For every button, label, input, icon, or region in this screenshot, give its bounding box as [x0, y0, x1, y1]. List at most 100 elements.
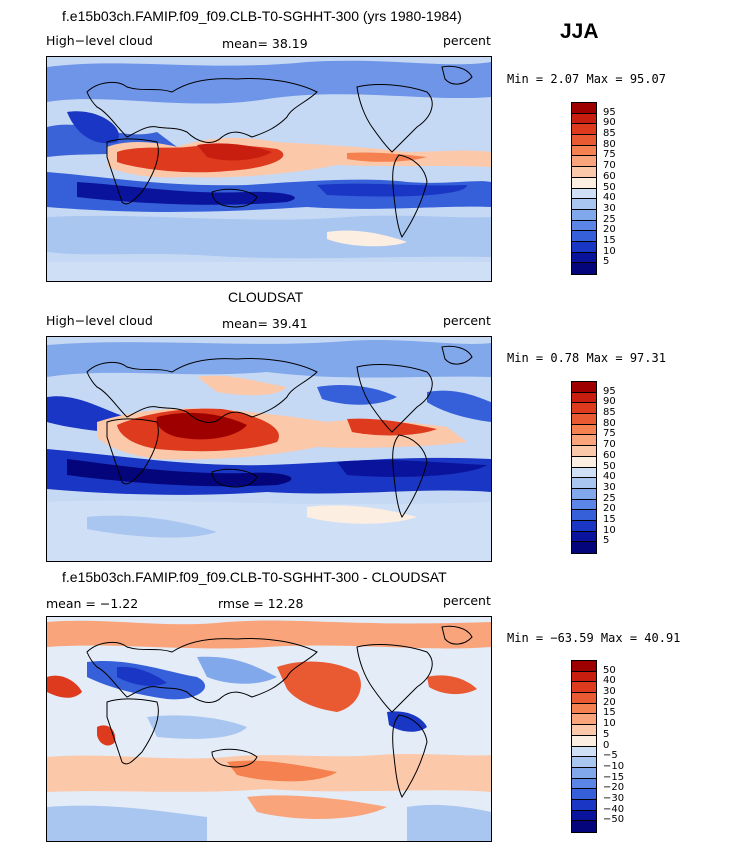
colorbar-swatch: [572, 467, 596, 479]
colorbar-swatch: [572, 414, 596, 425]
colorbar-tick-label: 5: [603, 728, 610, 740]
colorbar-swatch: [572, 145, 596, 157]
panel-1-variable-label: High−level cloud: [46, 33, 153, 48]
colorbar-tick-label: 30: [603, 686, 616, 698]
colorbar-swatch: [572, 703, 596, 715]
colorbar-tick-label: 10: [603, 718, 616, 730]
colorbar-swatch: [572, 542, 596, 553]
colorbar-swatch: [572, 177, 596, 189]
colorbar-tick-label: −5: [603, 750, 618, 762]
colorbar-swatch: [572, 810, 596, 822]
colorbar-tick-label: 20: [603, 696, 616, 708]
colorbar-swatch: [572, 113, 596, 125]
colorbar-swatch: [572, 821, 596, 832]
panel-3-title: f.e15b03ch.FAMIP.f09_f09.CLB-T0-SGHHT-30…: [62, 569, 447, 585]
colorbar-tick-label: 25: [603, 492, 616, 504]
colorbar-swatch: [572, 456, 596, 468]
colorbar-tick-label: 50: [603, 181, 616, 193]
colorbar-tick-label: 75: [603, 428, 616, 440]
colorbar-tick-label: 40: [603, 471, 616, 483]
colorbar-tick-label: 90: [603, 396, 616, 408]
colorbar-swatch: [572, 778, 596, 790]
colorbar-swatch: [572, 241, 596, 253]
colorbar-swatch: [572, 767, 596, 779]
colorbar-swatch: [572, 124, 596, 136]
colorbar-swatch: [572, 382, 596, 393]
colorbar-swatch: [572, 488, 596, 500]
colorbar-swatch: [572, 520, 596, 532]
panel-3-colorbar: [571, 660, 597, 833]
colorbar-tick-label: 60: [603, 449, 616, 461]
panel-2-colorbar: [571, 381, 597, 554]
panel-1-title: f.e15b03ch.FAMIP.f09_f09.CLB-T0-SGHHT-30…: [62, 8, 462, 24]
colorbar-tick-label: 5: [603, 256, 610, 268]
colorbar-tick-label: 50: [603, 460, 616, 472]
panel-3-mean-label: mean = −1.22: [46, 596, 139, 611]
colorbar-swatch: [572, 435, 596, 447]
colorbar-swatch: [572, 661, 596, 672]
colorbar-swatch: [572, 682, 596, 694]
colorbar-swatch: [572, 220, 596, 232]
colorbar-tick-label: 20: [603, 224, 616, 236]
colorbar-tick-label: 60: [603, 170, 616, 182]
colorbar-swatch: [572, 199, 596, 210]
colorbar-swatch: [572, 693, 596, 704]
panel-3-map: [46, 616, 492, 842]
colorbar-tick-label: −10: [603, 760, 625, 772]
colorbar-tick-label: −15: [603, 771, 625, 783]
colorbar-tick-label: 0: [603, 739, 610, 751]
colorbar-tick-label: 25: [603, 213, 616, 225]
colorbar-tick-label: 40: [603, 675, 616, 687]
colorbar-tick-label: 30: [603, 202, 616, 214]
colorbar-tick-label: 80: [603, 138, 616, 150]
panel-1-mean-label: mean= 38.19: [222, 36, 308, 51]
colorbar-tick-label: 95: [603, 385, 616, 397]
colorbar-tick-label: 85: [603, 407, 616, 419]
colorbar-tick-label: 70: [603, 160, 616, 172]
colorbar-tick-label: 70: [603, 439, 616, 451]
panel-2-minmax: Min = 0.78 Max = 97.31: [507, 351, 666, 365]
colorbar-tick-label: 5: [603, 535, 610, 547]
colorbar-tick-label: 95: [603, 106, 616, 118]
panel-1-minmax: Min = 2.07 Max = 95.07: [507, 72, 666, 86]
panel-3-rmse-label: rmse = 12.28: [218, 596, 304, 611]
colorbar-swatch: [572, 746, 596, 758]
colorbar-swatch: [572, 403, 596, 415]
panel-2-map: [46, 336, 492, 562]
colorbar-swatch: [572, 510, 596, 521]
colorbar-swatch: [572, 252, 596, 264]
colorbar-swatch: [572, 209, 596, 221]
colorbar-tick-label: 15: [603, 707, 616, 719]
panel-2-field: [47, 337, 491, 561]
panel-3-field: [47, 617, 491, 841]
season-label: JJA: [560, 20, 599, 43]
colorbar-swatch: [572, 531, 596, 543]
panel-1-colorbar: [571, 102, 597, 275]
colorbar-swatch: [572, 424, 596, 436]
colorbar-swatch: [572, 446, 596, 457]
colorbar-tick-label: 10: [603, 524, 616, 536]
colorbar-tick-label: 75: [603, 149, 616, 161]
colorbar-tick-label: 15: [603, 513, 616, 525]
colorbar-swatch: [572, 392, 596, 404]
colorbar-swatch: [572, 103, 596, 114]
colorbar-swatch: [572, 167, 596, 178]
colorbar-swatch: [572, 757, 596, 768]
colorbar-swatch: [572, 735, 596, 747]
colorbar-swatch: [572, 135, 596, 146]
colorbar-tick-label: 80: [603, 417, 616, 429]
colorbar-swatch: [572, 478, 596, 489]
colorbar-tick-label: 50: [603, 664, 616, 676]
panel-1-units-label: percent: [443, 33, 491, 48]
panel-2-variable-label: High−level cloud: [46, 313, 153, 328]
colorbar-tick-label: 90: [603, 117, 616, 129]
panel-1-map: [46, 56, 492, 282]
panel-2-units-label: percent: [443, 313, 491, 328]
colorbar-swatch: [572, 671, 596, 683]
colorbar-tick-label: 85: [603, 128, 616, 140]
colorbar-tick-label: 30: [603, 481, 616, 493]
panel-2-mean-label: mean= 39.41: [222, 316, 308, 331]
colorbar-tick-label: −30: [603, 792, 625, 804]
colorbar-swatch: [572, 263, 596, 274]
colorbar-swatch: [572, 156, 596, 168]
